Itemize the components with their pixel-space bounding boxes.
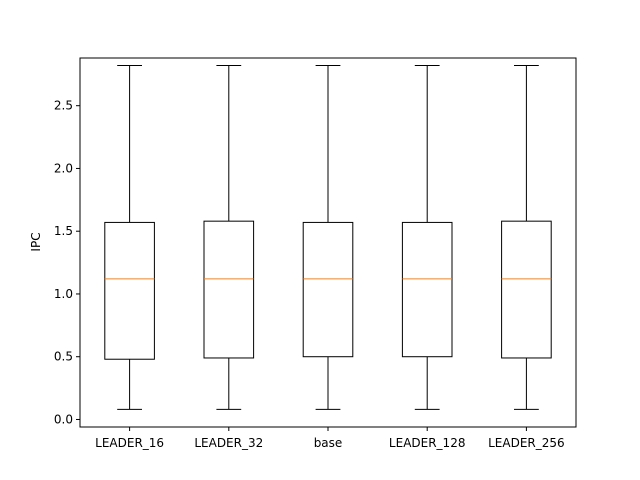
x-tick-label: LEADER_16: [95, 436, 164, 450]
box-group-0: [104, 65, 155, 410]
box: [302, 221, 354, 358]
x-tick-label: base: [314, 436, 343, 450]
box: [401, 221, 453, 358]
x-tick-label: LEADER_128: [389, 436, 466, 450]
y-tick-label: 2.0: [54, 161, 73, 175]
y-tick-label: 1.5: [54, 224, 73, 238]
axes: 0.0 0.5 1.0 1.5 2.0 2.5 LEADER_16 LEADER_32 base…: [54, 57, 577, 450]
y-tick-label: 0.5: [54, 350, 73, 364]
box-group-1: [203, 65, 255, 410]
box: [501, 220, 552, 359]
x-tick-label: LEADER_32: [194, 436, 263, 450]
box-group-3: [401, 65, 453, 410]
box: [104, 221, 155, 360]
y-axis-label: IPC: [29, 232, 43, 251]
y-tick-label: 1.0: [54, 287, 73, 301]
y-tick-label: 0.0: [54, 412, 73, 426]
plot-marks: [104, 65, 552, 410]
x-tick-label: LEADER_256: [488, 436, 565, 450]
y-tick-label: 2.5: [54, 99, 73, 113]
box: [203, 220, 255, 359]
box-group-4: [501, 65, 552, 410]
box-group-2: [302, 65, 354, 410]
